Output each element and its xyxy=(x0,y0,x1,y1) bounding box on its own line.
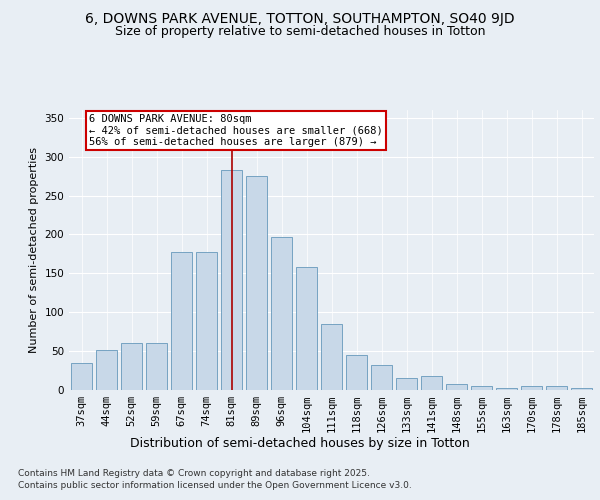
Text: Size of property relative to semi-detached houses in Totton: Size of property relative to semi-detach… xyxy=(115,25,485,38)
Bar xyxy=(246,176,267,390)
Bar xyxy=(146,344,167,390)
Bar xyxy=(171,252,192,390)
Bar xyxy=(446,384,467,390)
Text: 6 DOWNS PARK AVENUE: 80sqm
← 42% of semi-detached houses are smaller (668)
56% o: 6 DOWNS PARK AVENUE: 80sqm ← 42% of semi… xyxy=(89,114,383,147)
Bar xyxy=(471,386,492,390)
Bar xyxy=(321,324,342,390)
Bar xyxy=(71,363,92,390)
Bar xyxy=(196,252,217,390)
Text: 6, DOWNS PARK AVENUE, TOTTON, SOUTHAMPTON, SO40 9JD: 6, DOWNS PARK AVENUE, TOTTON, SOUTHAMPTO… xyxy=(85,12,515,26)
Bar xyxy=(546,386,567,390)
Bar xyxy=(271,237,292,390)
Y-axis label: Number of semi-detached properties: Number of semi-detached properties xyxy=(29,147,39,353)
Text: Contains HM Land Registry data © Crown copyright and database right 2025.: Contains HM Land Registry data © Crown c… xyxy=(18,469,370,478)
Bar xyxy=(96,350,117,390)
Bar xyxy=(521,386,542,390)
Bar xyxy=(371,365,392,390)
Bar xyxy=(496,388,517,390)
Bar xyxy=(296,267,317,390)
Bar xyxy=(396,378,417,390)
Bar xyxy=(121,344,142,390)
Bar xyxy=(221,170,242,390)
Bar xyxy=(421,376,442,390)
Text: Distribution of semi-detached houses by size in Totton: Distribution of semi-detached houses by … xyxy=(130,438,470,450)
Bar xyxy=(571,388,592,390)
Text: Contains public sector information licensed under the Open Government Licence v3: Contains public sector information licen… xyxy=(18,481,412,490)
Bar xyxy=(346,355,367,390)
